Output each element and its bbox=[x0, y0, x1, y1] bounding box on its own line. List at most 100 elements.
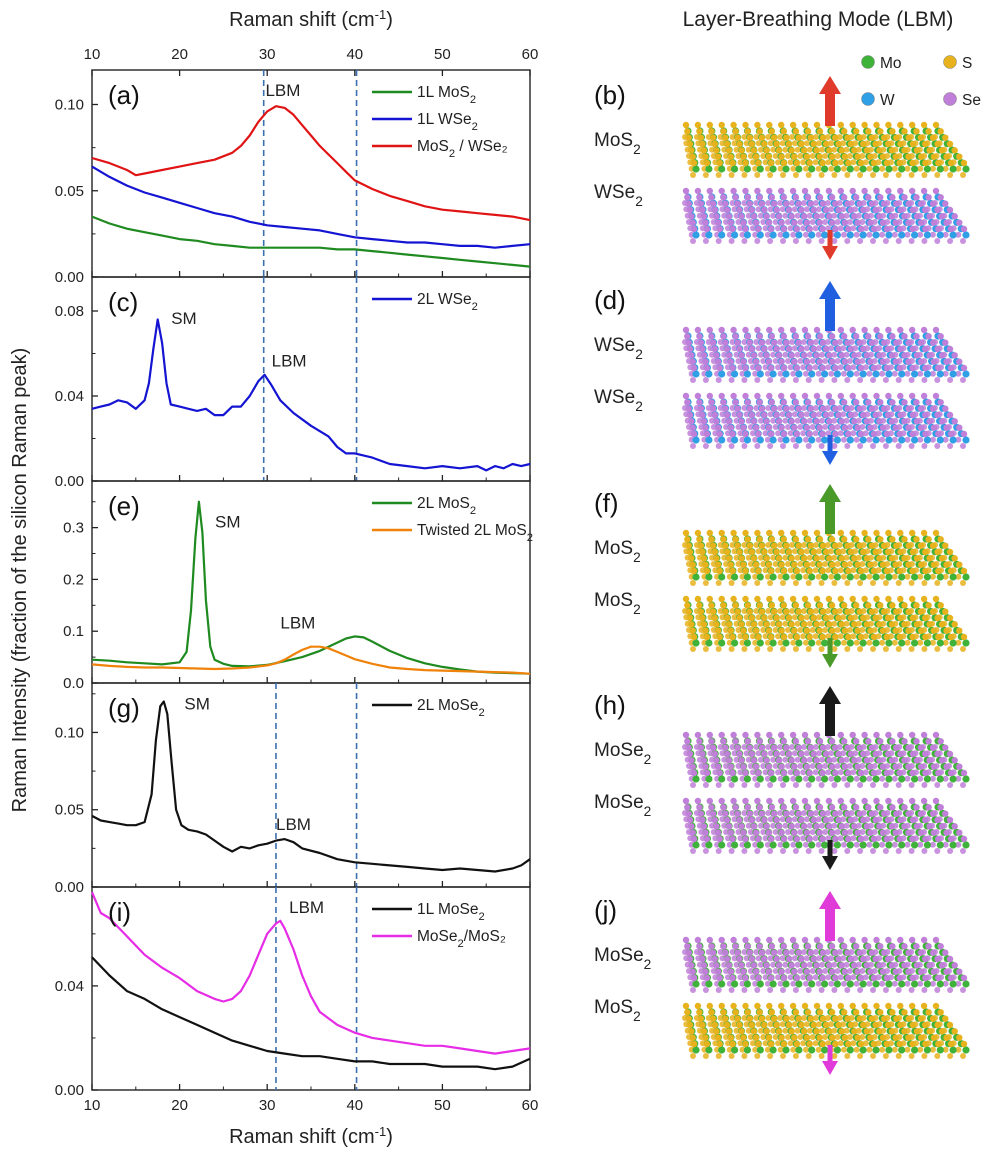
chalcogen-atom bbox=[901, 399, 908, 406]
chalcogen-atom bbox=[909, 567, 916, 575]
chalcogen-atom bbox=[716, 159, 723, 167]
peak-annotation: SM bbox=[215, 513, 241, 532]
chalcogen-atom bbox=[765, 627, 773, 634]
chalcogen-atom bbox=[819, 567, 826, 575]
chalcogen-atom bbox=[895, 172, 902, 178]
y-tick-label: 0.00 bbox=[55, 269, 84, 286]
metal-atom bbox=[718, 231, 726, 239]
chalcogen-atom bbox=[787, 835, 794, 842]
up-arrow-shaft bbox=[825, 907, 835, 941]
chalcogen-atom bbox=[877, 943, 884, 950]
metal-atom bbox=[846, 841, 854, 849]
metal-atom bbox=[923, 1046, 932, 1054]
chalcogen-atom bbox=[792, 1009, 800, 1016]
legend-label-base: Twisted 2L MoS bbox=[417, 522, 527, 539]
chalcogen-atom bbox=[806, 835, 813, 843]
chalcogen-atom bbox=[718, 595, 725, 603]
chalcogen-atom bbox=[845, 159, 852, 167]
chalcogen-atom bbox=[835, 614, 842, 622]
chalcogen-atom bbox=[772, 829, 779, 835]
chalcogen-atom bbox=[897, 731, 904, 739]
chalcogen-atom bbox=[812, 225, 819, 232]
chalcogen-atom bbox=[716, 567, 723, 575]
chalcogen-atom bbox=[734, 405, 741, 412]
chalcogen-atom bbox=[803, 573, 809, 580]
chalcogen-atom bbox=[709, 949, 717, 956]
chalcogen-atom bbox=[779, 345, 786, 352]
chalcogen-atom bbox=[885, 121, 892, 129]
chalcogen-atom bbox=[847, 358, 853, 364]
chalcogen-atom bbox=[866, 370, 873, 377]
chalcogen-atom bbox=[706, 797, 713, 805]
chalcogen-atom bbox=[884, 411, 892, 419]
down-arrow-head bbox=[822, 654, 838, 668]
chalcogen-atom bbox=[841, 194, 848, 201]
chalcogen-atom bbox=[917, 980, 924, 987]
chalcogen-atom bbox=[713, 962, 720, 969]
chalcogen-atom bbox=[881, 810, 888, 817]
chalcogen-atom bbox=[778, 561, 785, 568]
chalcogen-atom bbox=[870, 443, 876, 449]
chalcogen-atom bbox=[777, 200, 784, 206]
chalcogen-atom bbox=[739, 775, 746, 782]
chalcogen-atom bbox=[697, 608, 705, 615]
chalcogen-atom bbox=[787, 974, 794, 981]
chalcogen-atom bbox=[960, 987, 966, 993]
chalcogen-atom bbox=[690, 633, 698, 641]
chalcogen-atom bbox=[775, 1040, 782, 1047]
down-arrow-shaft bbox=[827, 435, 833, 453]
chalcogen-atom bbox=[764, 573, 771, 580]
chalcogen-atom bbox=[766, 121, 773, 129]
chalcogen-atom bbox=[822, 561, 829, 567]
chalcogen-atom bbox=[825, 769, 832, 776]
chalcogen-atom bbox=[879, 829, 887, 836]
chalcogen-atom bbox=[694, 529, 702, 537]
chalcogen-atom bbox=[932, 1002, 940, 1010]
chalcogen-atom bbox=[779, 206, 786, 213]
chalcogen-atom bbox=[741, 987, 748, 993]
chalcogen-atom bbox=[791, 750, 798, 757]
chalcogen-atom bbox=[806, 567, 813, 575]
chalcogen-atom bbox=[818, 646, 825, 652]
chalcogen-atom bbox=[865, 399, 872, 406]
chalcogen-atom bbox=[938, 352, 946, 359]
chalcogen-atom bbox=[716, 364, 723, 372]
chalcogen-atom bbox=[908, 848, 915, 854]
chalcogen-atom bbox=[772, 1034, 779, 1040]
chalcogen-atom bbox=[780, 835, 788, 843]
panel-letter: (g) bbox=[108, 693, 140, 723]
chalcogen-atom bbox=[955, 775, 962, 782]
chalcogen-atom bbox=[917, 573, 924, 580]
chalcogen-atom bbox=[904, 573, 911, 580]
chalcogen-atom bbox=[755, 614, 762, 621]
chalcogen-atom bbox=[815, 1046, 822, 1053]
chalcogen-atom bbox=[824, 810, 831, 816]
metal-atom bbox=[795, 165, 803, 173]
chalcogen-atom bbox=[729, 1015, 736, 1021]
chalcogen-atom bbox=[795, 542, 802, 549]
chalcogen-atom bbox=[809, 424, 816, 430]
chalcogen-atom bbox=[689, 358, 696, 365]
chalcogen-atom bbox=[746, 744, 753, 751]
chalcogen-atom bbox=[879, 231, 886, 238]
chalcogen-atom bbox=[881, 1015, 888, 1022]
chalcogen-atom bbox=[882, 782, 889, 788]
metal-atom bbox=[705, 980, 713, 988]
chalcogen-atom bbox=[753, 608, 760, 614]
top-layer-label-base: MoS bbox=[594, 130, 633, 151]
chalcogen-atom bbox=[893, 744, 900, 751]
chalcogen-atom bbox=[736, 614, 743, 622]
chalcogen-atom bbox=[838, 621, 845, 628]
chalcogen-atom bbox=[768, 128, 775, 135]
chalcogen-atom bbox=[685, 608, 692, 615]
chalcogen-atom bbox=[853, 370, 860, 377]
metal-atom bbox=[872, 370, 880, 378]
chalcogen-atom bbox=[819, 608, 827, 615]
chalcogen-atom bbox=[713, 418, 720, 425]
chalcogen-atom bbox=[913, 399, 920, 406]
metal-atom bbox=[898, 775, 906, 783]
chalcogen-atom bbox=[956, 219, 963, 226]
chalcogen-atom bbox=[926, 1028, 933, 1035]
chalcogen-atom bbox=[682, 595, 690, 603]
